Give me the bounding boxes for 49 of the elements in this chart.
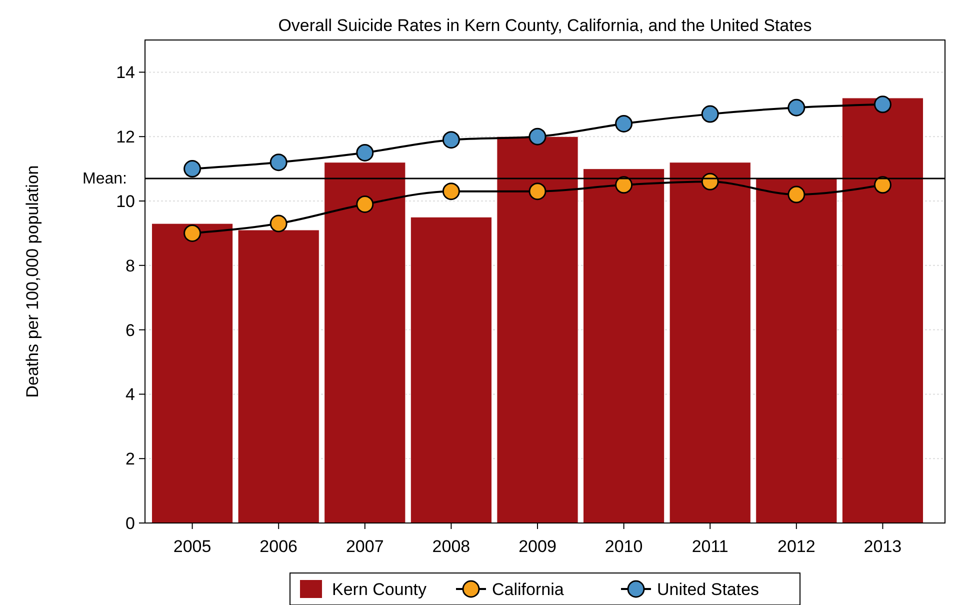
point [442,182,460,200]
point [270,154,288,172]
y-tick-label: 14 [116,63,135,82]
ref-line-label: Mean: [82,170,127,188]
bar [582,168,665,524]
text: Kern County [332,580,427,599]
point [615,114,633,132]
x-tick-label: 2009 [518,537,556,556]
bar [669,162,751,524]
y-axis-title: Deaths per 100,000 population [23,165,42,398]
x-tick-label: 2011 [692,537,728,556]
bar [410,216,492,524]
legend-label: United States [657,580,760,599]
point [701,105,719,123]
x-tick-label: 2013 [864,537,902,556]
point [442,131,460,149]
y-tick-label: 10 [116,192,135,211]
y-tick-label: 12 [116,128,135,147]
y-tick-label: 6 [126,320,135,340]
x-tick-label: 2005 [173,537,212,556]
x-tick-label: 2008 [432,537,470,556]
point [184,224,202,242]
x-tick-label: 2006 [260,537,298,556]
point [528,182,546,200]
x-tick-label: 2007 [346,537,384,556]
y-tick-label: 0 [126,514,135,533]
chart-title: Overall Suicide Rates in Kern County, California, and the United States [278,16,812,35]
point [270,214,288,232]
bar [496,136,578,524]
y-tick-label: 2 [126,450,135,469]
y-tick-label: 4 [126,385,135,404]
bar [842,98,924,524]
point [356,195,374,213]
point [356,144,374,162]
point [874,96,892,114]
bar [324,162,406,524]
legend-label: California [492,580,564,599]
point [788,98,806,116]
y-tick-label: 8 [126,256,135,276]
point [528,128,546,146]
point [615,176,633,194]
bar [238,230,320,524]
x-tick-label: 2012 [777,537,816,556]
bar [756,178,838,524]
bar [151,223,234,524]
point [788,186,806,204]
point [184,160,202,178]
x-tick-label: 2010 [604,537,643,556]
point [874,176,892,194]
